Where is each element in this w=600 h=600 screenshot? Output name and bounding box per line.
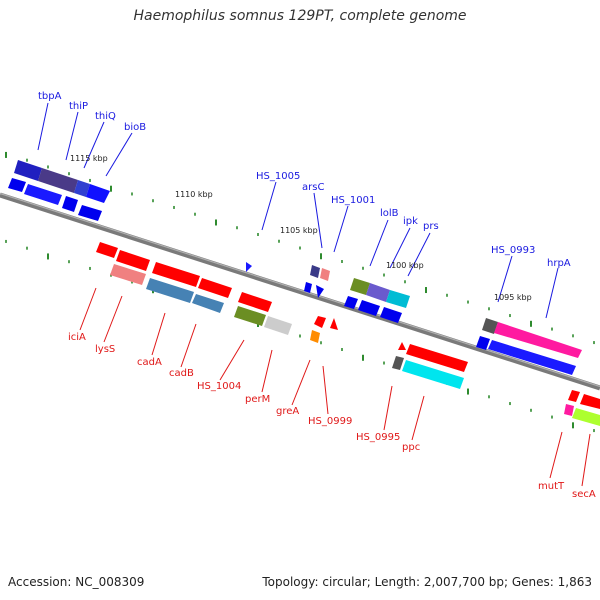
gene-block-lysS — [116, 250, 150, 271]
gene-label-HS_1004: HS_1004 — [197, 381, 241, 392]
tick-label-1095: 1095 kbp — [494, 293, 532, 302]
gene-block-cadA — [152, 262, 200, 287]
gene-block-hrpA-region — [476, 318, 582, 375]
gene-label-secA: secA — [572, 489, 596, 500]
gene-label-cadB: cadB — [169, 368, 194, 379]
gene-label-HS_0995: HS_0995 — [356, 432, 400, 443]
gene-block-ppc — [406, 344, 468, 372]
gene-label-tbpA: tbpA — [38, 91, 62, 102]
gene-label-ipk: ipk — [403, 216, 418, 227]
gene-label-mutT: mutT — [538, 481, 565, 492]
gene-block-cadB — [198, 278, 232, 298]
gene-block-HS_1004 — [238, 292, 272, 312]
gene-label-greA: greA — [276, 406, 299, 417]
gene-label-cadA: cadA — [137, 357, 162, 368]
gene-block-tbpA-region — [8, 160, 110, 221]
gene-block-mutT — [568, 390, 580, 402]
gene-label-lysS: lysS — [95, 344, 115, 355]
gene-block-greA — [314, 316, 326, 328]
gene-label-HS_0993: HS_0993 — [491, 245, 535, 256]
gene-label-arsC: arsC — [302, 182, 324, 193]
map-title: Haemophilus somnus 129PT, complete genom… — [133, 8, 467, 24]
tick-label-1100: 1100 kbp — [386, 261, 424, 270]
gene-block-arsC-region — [304, 265, 330, 298]
genome-backbone — [0, 192, 600, 391]
tick-label-1115: 1115 kbp — [70, 154, 108, 163]
gene-block-HS_0999 — [330, 318, 338, 330]
gene-block-secA — [580, 394, 600, 409]
gene-label-HS_0999: HS_0999 — [308, 416, 352, 427]
gene-block-perM — [264, 316, 292, 335]
gene-label-ppc: ppc — [402, 442, 420, 453]
tick-label-1105: 1105 kbp — [280, 226, 318, 235]
gene-label-HS_1001: HS_1001 — [331, 195, 375, 206]
gene-label-prs: prs — [423, 221, 439, 232]
accession-label: Accession: NC_008309 — [8, 575, 145, 589]
gene-label-thiP: thiP — [69, 101, 88, 112]
gene-block-HS_0995 — [398, 342, 406, 350]
gene-label-perM: perM — [245, 394, 270, 405]
gene-label-iciA: iciA — [68, 332, 86, 343]
gene-block-iciA — [96, 242, 118, 258]
genome-summary: Topology: circular; Length: 2,007,700 bp… — [262, 575, 592, 589]
gene-label-bioB: bioB — [124, 122, 146, 133]
gene-label-thiQ: thiQ — [95, 111, 116, 122]
gene-label-lolB: lolB — [380, 208, 399, 219]
gene-block-lolB-region — [344, 278, 410, 323]
tick-label-1110: 1110 kbp — [175, 190, 213, 199]
gene-label-HS_1005: HS_1005 — [256, 171, 300, 182]
gene-label-hrpA: hrpA — [547, 258, 571, 269]
gene-block-HS_1005 — [246, 262, 252, 272]
